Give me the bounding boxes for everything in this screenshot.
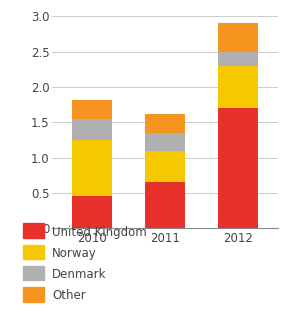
Text: Denmark: Denmark <box>52 268 107 281</box>
Bar <box>145 114 185 133</box>
Text: United Kingdom: United Kingdom <box>52 226 147 239</box>
Text: Norway: Norway <box>52 247 97 260</box>
Bar <box>145 133 185 151</box>
Text: Other: Other <box>52 289 86 302</box>
Bar <box>72 140 113 196</box>
Bar <box>145 151 185 182</box>
Bar <box>72 196 113 228</box>
Bar <box>218 108 258 228</box>
Bar <box>218 23 258 52</box>
Bar <box>218 66 258 108</box>
Bar <box>72 100 113 119</box>
Bar <box>72 119 113 140</box>
Bar <box>218 52 258 66</box>
Bar <box>145 182 185 228</box>
